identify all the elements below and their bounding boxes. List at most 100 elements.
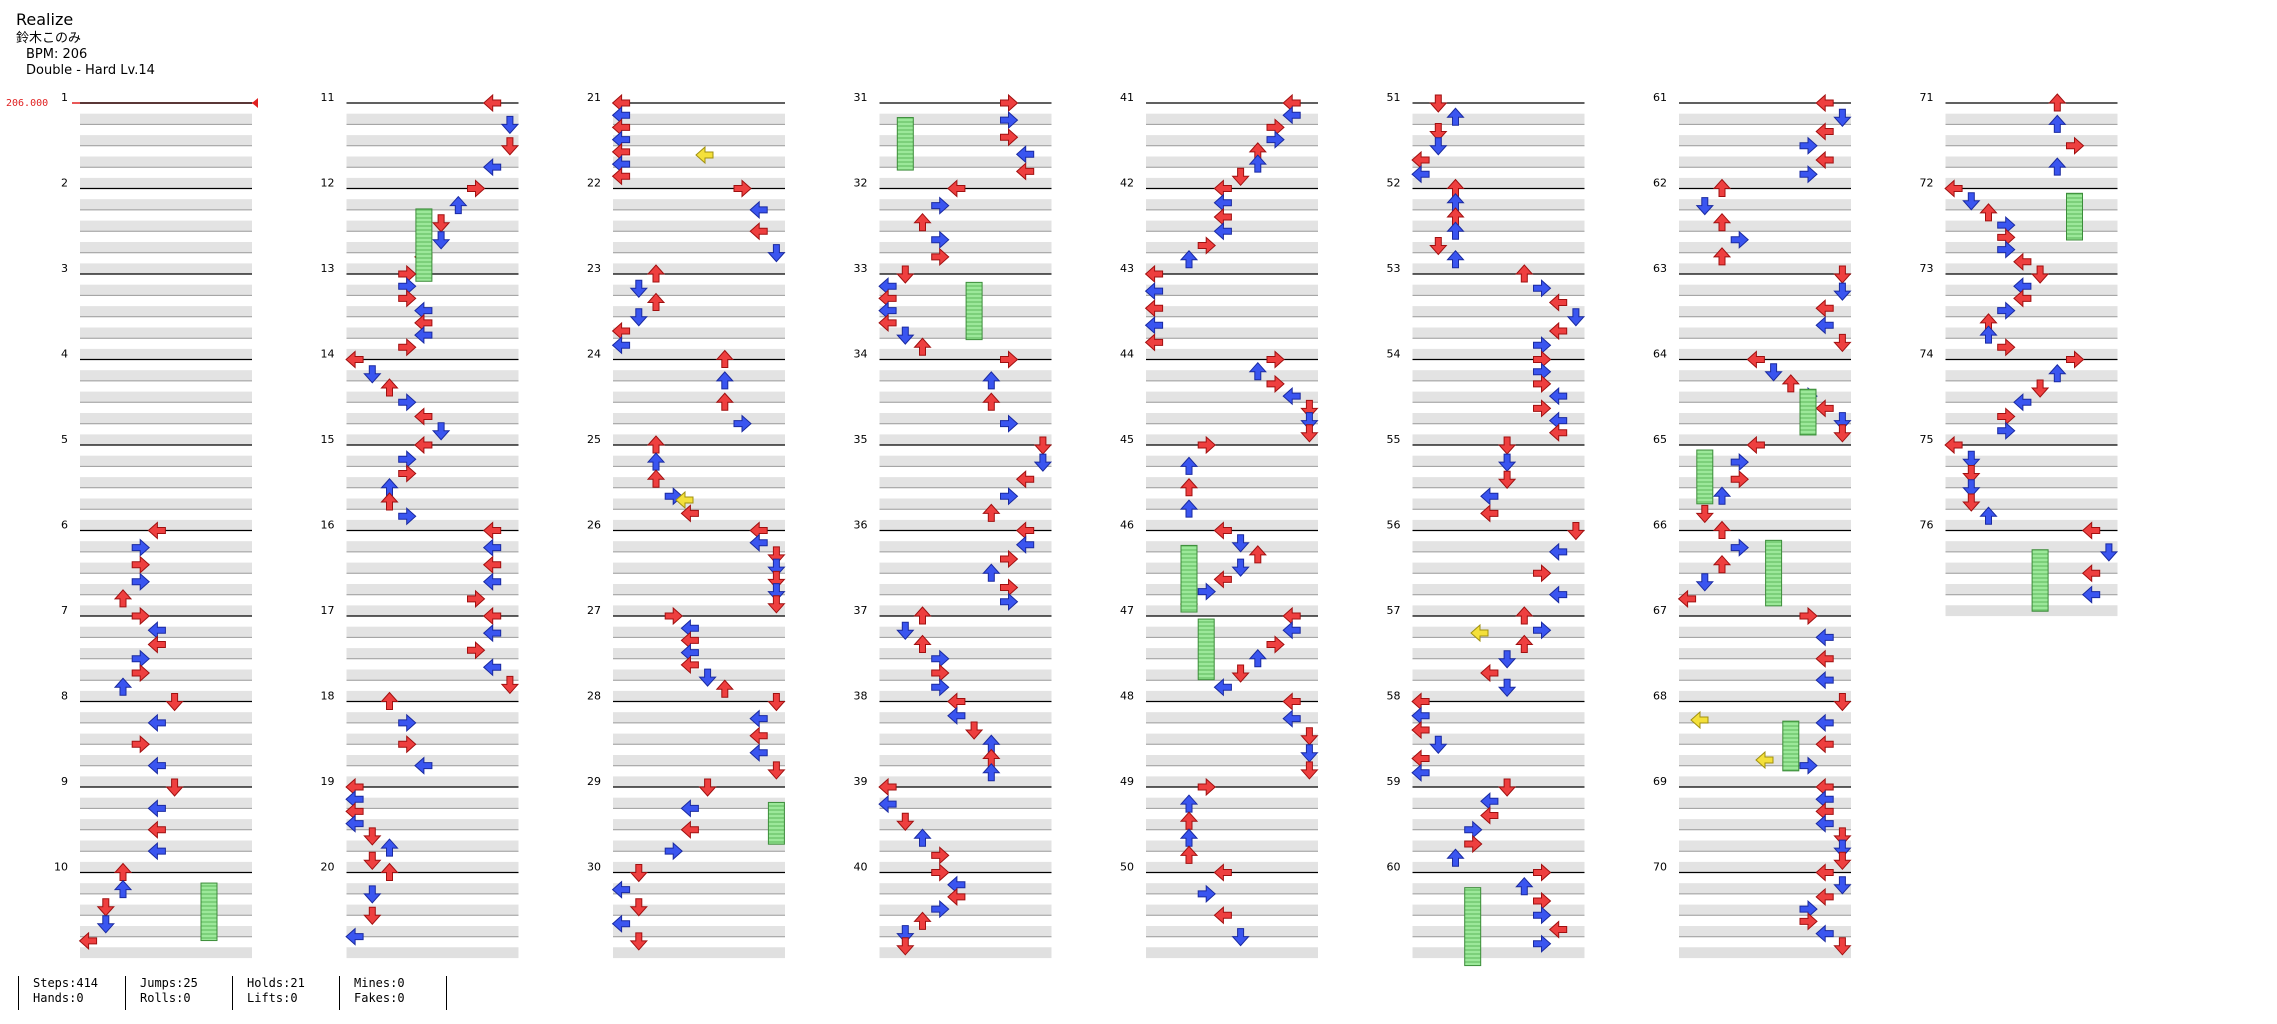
row-band [613, 733, 785, 745]
row-band [80, 477, 252, 488]
measure-number: 50 [1120, 861, 1134, 874]
row-band [613, 648, 785, 659]
row-band [613, 434, 785, 446]
row-band [1412, 498, 1585, 510]
measure-15: 15 [321, 433, 519, 531]
measure-number: 15 [321, 433, 335, 446]
measure-number: 57 [1387, 604, 1401, 617]
row-band [346, 156, 519, 168]
row-band [613, 690, 785, 702]
row-band [80, 220, 252, 232]
row-band [1679, 370, 1851, 381]
step-arrow [2048, 93, 2066, 112]
row-band [613, 348, 785, 360]
measure-number: 71 [1920, 91, 1934, 104]
stat-cell: Mines:0 Fakes:0 [339, 976, 405, 1010]
stat-top: Jumps:25 [140, 976, 198, 990]
measure-3: 3 [61, 262, 252, 360]
measure-number: 53 [1387, 262, 1401, 275]
row-band [613, 135, 785, 146]
measure-number: 66 [1653, 519, 1667, 532]
measure-42: 42 [1120, 177, 1318, 275]
song-bpm: BPM: 206 [26, 47, 88, 62]
row-band [879, 284, 1052, 296]
row-band [1679, 455, 1851, 467]
measure-67: 67 [1653, 604, 1851, 702]
row-band [613, 584, 785, 595]
row-band [1146, 883, 1318, 894]
row-band [613, 113, 785, 125]
row-band [1412, 177, 1585, 189]
row-band [879, 562, 1052, 574]
row-band [879, 648, 1052, 659]
row-band [1412, 348, 1585, 360]
row-band [1146, 797, 1318, 809]
row-band [1146, 519, 1318, 531]
row-band [346, 584, 519, 595]
hold-note [965, 281, 983, 341]
hold-note [2031, 549, 2049, 612]
row-band [80, 947, 252, 958]
row-band [346, 113, 519, 125]
measure-66: 66 [1653, 519, 1851, 617]
row-band [80, 584, 252, 595]
measure-6: 6 [61, 519, 252, 617]
measure-number: 61 [1653, 91, 1667, 104]
measure-number: 58 [1387, 690, 1401, 703]
measure-number: 3 [61, 262, 68, 275]
row-band [1679, 797, 1851, 809]
row-band [346, 306, 519, 317]
row-band [1412, 776, 1585, 788]
measure-16: 16 [321, 519, 519, 617]
row-band [879, 177, 1052, 189]
measure-40: 40 [854, 861, 1052, 959]
row-band [1679, 840, 1851, 852]
row-band [80, 755, 252, 766]
row-band [1945, 263, 2118, 275]
measure-number: 31 [854, 91, 868, 104]
measure-43: 43 [1120, 262, 1318, 360]
measure-number: 2 [61, 177, 68, 190]
measure-30: 30 [587, 861, 785, 959]
bpm-marker-label: 206.000 [6, 98, 48, 109]
measure-36: 36 [854, 519, 1052, 617]
row-band [80, 306, 252, 317]
row-band [1679, 669, 1851, 681]
row-band [80, 733, 252, 745]
hold-note [1799, 388, 1817, 436]
row-band [1412, 562, 1585, 574]
measure-27: 27 [587, 604, 785, 702]
song-header: Realize 鈴木このみ BPM: 206 Double - Hard Lv.… [16, 10, 155, 79]
measure-number: 6 [61, 519, 68, 532]
row-band [613, 541, 785, 552]
measure-57: 57 [1387, 604, 1585, 702]
measure-34: 34 [854, 348, 1052, 446]
measure-number: 19 [321, 775, 335, 788]
row-band [1412, 712, 1585, 723]
measure-14: 14 [321, 348, 519, 446]
measure-number: 5 [61, 433, 68, 446]
row-band [346, 947, 519, 958]
row-band [879, 541, 1052, 552]
row-band [1679, 498, 1851, 510]
row-band [80, 348, 252, 360]
row-band [879, 455, 1052, 467]
row-band [1679, 156, 1851, 168]
measure-number: 9 [61, 775, 68, 788]
row-band [879, 477, 1052, 488]
measure-number: 55 [1387, 433, 1401, 446]
measure-number: 28 [587, 690, 601, 703]
row-band [1945, 348, 2118, 360]
row-band [1146, 477, 1318, 488]
row-band [80, 327, 252, 339]
row-band [80, 263, 252, 275]
row-band [613, 904, 785, 916]
row-band [1146, 690, 1318, 702]
row-band [1146, 199, 1318, 210]
step-arrow [1429, 94, 1447, 113]
row-band [1146, 135, 1318, 146]
row-band [1679, 819, 1851, 830]
row-band [80, 199, 252, 210]
row-band [346, 348, 519, 360]
measure-62: 62 [1653, 177, 1851, 275]
